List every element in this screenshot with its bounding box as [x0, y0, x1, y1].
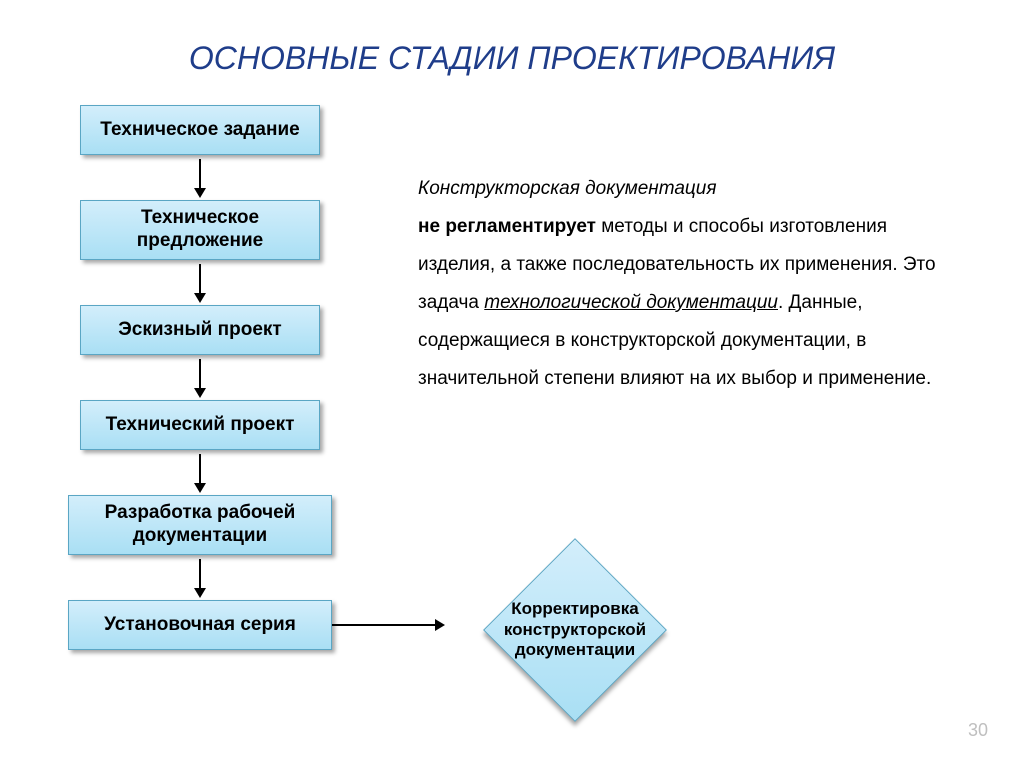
flow-box-b5: Разработка рабочейдокументации	[68, 495, 332, 555]
body-text: Конструкторская документация не регламен…	[418, 170, 958, 398]
flow-box-b3: Эскизный проект	[80, 305, 320, 355]
flow-box-b2: Техническоепредложение	[80, 200, 320, 260]
page-title: ОСНОВНЫЕ СТАДИИ ПРОЕКТИРОВАНИЯ	[0, 40, 1024, 77]
arrow-to-diamond	[332, 615, 445, 635]
page-number: 30	[968, 720, 988, 741]
arrow-b2-b3	[190, 264, 210, 303]
arrow-b5-b6	[190, 559, 210, 598]
arrow-b4-b5	[190, 454, 210, 493]
diamond-label: Корректировкаконструкторскойдокументации	[484, 565, 666, 695]
flow-box-b4: Технический проект	[80, 400, 320, 450]
arrow-b1-b2	[190, 159, 210, 198]
arrow-b3-b4	[190, 359, 210, 398]
diamond-correction: Корректировкаконструкторскойдокументации	[510, 565, 640, 695]
flow-box-b1: Техническое задание	[80, 105, 320, 155]
flow-box-b6: Установочная серия	[68, 600, 332, 650]
